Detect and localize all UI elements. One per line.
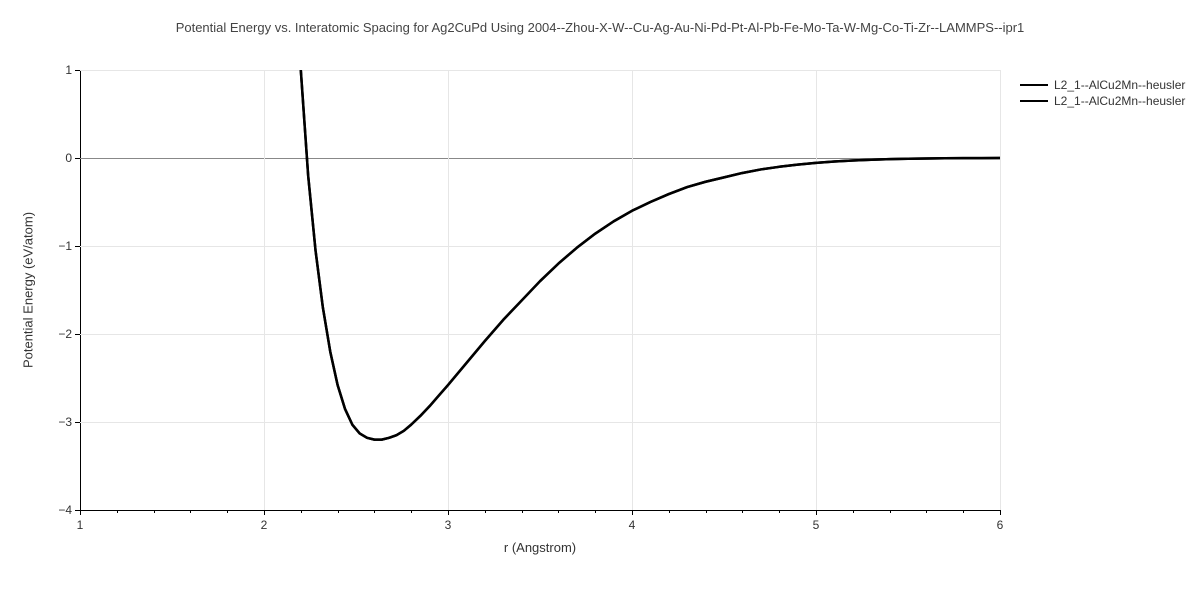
series-line-0 (290, 0, 1000, 440)
series-line-1 (290, 0, 1000, 440)
series-svg (0, 0, 1200, 600)
chart-container: Potential Energy vs. Interatomic Spacing… (0, 0, 1200, 600)
